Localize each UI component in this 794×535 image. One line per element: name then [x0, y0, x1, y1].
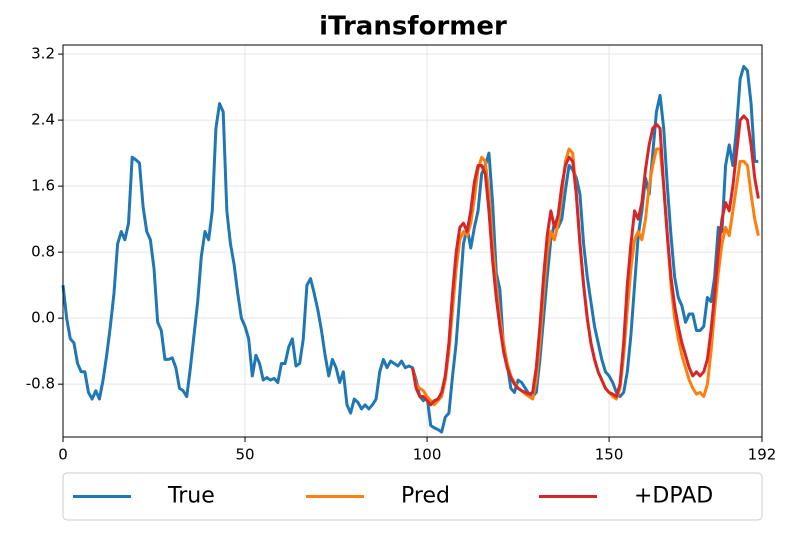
- x-tick-label: 150: [595, 446, 624, 464]
- series-line: [61, 64, 759, 434]
- y-tick-label: -0.8: [26, 375, 55, 393]
- plot-frame: [62, 44, 763, 438]
- x-tick-label: 100: [413, 446, 442, 464]
- legend-box: [62, 472, 763, 521]
- legend-label: +DPAD: [634, 484, 713, 509]
- chart-title: iTransformer: [319, 12, 507, 42]
- x-tick-label: 50: [235, 446, 254, 464]
- series-line: [411, 114, 760, 407]
- y-tick-label: 0.8: [31, 243, 55, 261]
- x-tick-label: 0: [58, 446, 68, 464]
- y-tick-label: 3.2: [31, 45, 55, 63]
- legend-label: True: [167, 484, 215, 509]
- y-tick-label: 2.4: [31, 111, 55, 129]
- x-tick-label: 192: [748, 446, 777, 464]
- legend-label: Pred: [401, 484, 450, 509]
- y-tick-label: 0.0: [31, 309, 55, 327]
- y-tick-label: 1.6: [31, 177, 55, 195]
